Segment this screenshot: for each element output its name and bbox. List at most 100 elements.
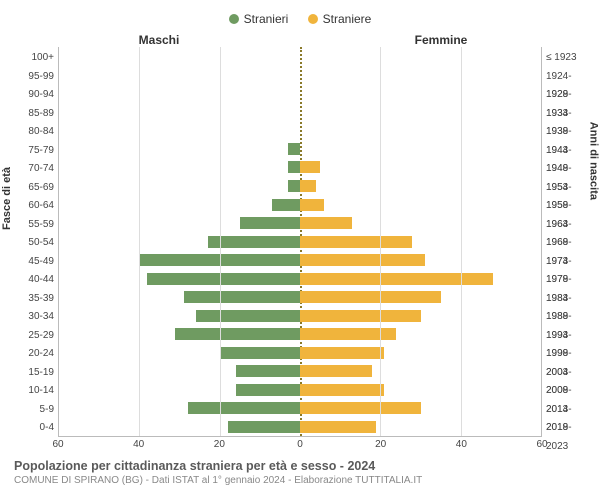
bar-male [175, 328, 300, 340]
bar-female [300, 347, 384, 359]
pyramid-row [59, 288, 541, 307]
age-label: 75-79 [12, 142, 54, 161]
pyramid-row [59, 381, 541, 400]
birth-label: 1939-1943 [546, 123, 588, 142]
pyramid-row [59, 121, 541, 140]
age-label: 65-69 [12, 179, 54, 198]
pyramid-row [59, 84, 541, 103]
birth-label: 1964-1968 [546, 216, 588, 235]
pyramid-row [59, 344, 541, 363]
birth-label: 1949-1953 [546, 160, 588, 179]
bar-female [300, 402, 421, 414]
age-label: 35-39 [12, 290, 54, 309]
bar-male [236, 384, 300, 396]
legend-female: Straniere [308, 12, 372, 26]
pyramid-row [59, 251, 541, 270]
bar-female [300, 217, 352, 229]
x-tick-label: 60 [52, 439, 63, 450]
pyramid-row [59, 306, 541, 325]
age-label: 5-9 [12, 401, 54, 420]
birth-label: 1974-1978 [546, 253, 588, 272]
birth-label: 2019-2023 [546, 419, 588, 438]
birth-label: 1999-2003 [546, 345, 588, 364]
chart-subtitle: COMUNE DI SPIRANO (BG) - Dati ISTAT al 1… [14, 475, 586, 486]
bar-female [300, 291, 441, 303]
pyramid-row [59, 418, 541, 437]
pyramid-row [59, 232, 541, 251]
age-label: 100+ [12, 49, 54, 68]
bar-male [184, 291, 300, 303]
x-tick-label: 40 [133, 439, 144, 450]
age-label: 60-64 [12, 197, 54, 216]
pyramid-row [59, 158, 541, 177]
bar-female [300, 328, 396, 340]
bar-male [236, 365, 300, 377]
age-label: 45-49 [12, 253, 54, 272]
bar-female [300, 310, 421, 322]
age-label: 10-14 [12, 382, 54, 401]
bar-male [147, 273, 300, 285]
plot-area [58, 47, 542, 437]
chart-footer: Popolazione per cittadinanza straniera p… [12, 453, 588, 486]
birth-label: 1934-1938 [546, 105, 588, 124]
bar-female [300, 384, 384, 396]
x-tick-label: 0 [297, 439, 303, 450]
birth-label: 1979-1983 [546, 271, 588, 290]
bar-male [240, 217, 300, 229]
birth-label: 1989-1993 [546, 308, 588, 327]
birth-label: 2014-2018 [546, 401, 588, 420]
bar-male [228, 421, 300, 433]
bar-female [300, 273, 493, 285]
pyramid-row [59, 195, 541, 214]
birth-label: 1924-1928 [546, 68, 588, 87]
age-label: 90-94 [12, 86, 54, 105]
age-label: 0-4 [12, 419, 54, 438]
pyramid-row [59, 66, 541, 85]
age-label: 70-74 [12, 160, 54, 179]
age-label: 30-34 [12, 308, 54, 327]
pyramid-row [59, 47, 541, 66]
legend-label-male: Stranieri [244, 12, 289, 26]
pyramid-row [59, 269, 541, 288]
gridline [380, 47, 381, 436]
legend-swatch-female [308, 14, 318, 24]
legend-label-female: Straniere [323, 12, 372, 26]
birth-label: ≤ 1923 [546, 49, 588, 68]
birth-label: 2004-2008 [546, 364, 588, 383]
bar-female [300, 365, 372, 377]
bar-female [300, 199, 324, 211]
bar-female [300, 236, 412, 248]
pyramid-row [59, 177, 541, 196]
age-label: 25-29 [12, 327, 54, 346]
age-label: 55-59 [12, 216, 54, 235]
bar-male [272, 199, 300, 211]
age-label: 40-44 [12, 271, 54, 290]
pyramid-row [59, 103, 541, 122]
bar-male [288, 143, 300, 155]
birth-label: 2009-2013 [546, 382, 588, 401]
birth-label: 1994-1998 [546, 327, 588, 346]
birth-label: 1984-1988 [546, 290, 588, 309]
bar-male [220, 347, 300, 359]
birth-label: 1959-1963 [546, 197, 588, 216]
legend-male: Stranieri [229, 12, 289, 26]
pyramid-row [59, 140, 541, 159]
pyramid-row [59, 362, 541, 381]
age-label: 15-19 [12, 364, 54, 383]
column-header-right: Femmine [300, 33, 542, 47]
bar-male [288, 161, 300, 173]
age-label: 85-89 [12, 105, 54, 124]
x-tick-label: 40 [456, 439, 467, 450]
gridline [220, 47, 221, 436]
x-axis-ticks: 6040200204060 [58, 437, 542, 453]
gridline [139, 47, 140, 436]
pyramid-row [59, 399, 541, 418]
bar-female [300, 180, 316, 192]
y-axis-age-labels: 100+95-9990-9485-8980-8475-7970-7465-696… [12, 47, 58, 437]
bar-female [300, 161, 320, 173]
age-label: 50-54 [12, 234, 54, 253]
chart-title: Popolazione per cittadinanza straniera p… [14, 459, 586, 473]
age-label: 80-84 [12, 123, 54, 142]
legend: Stranieri Straniere [12, 8, 588, 33]
pyramid-row [59, 214, 541, 233]
